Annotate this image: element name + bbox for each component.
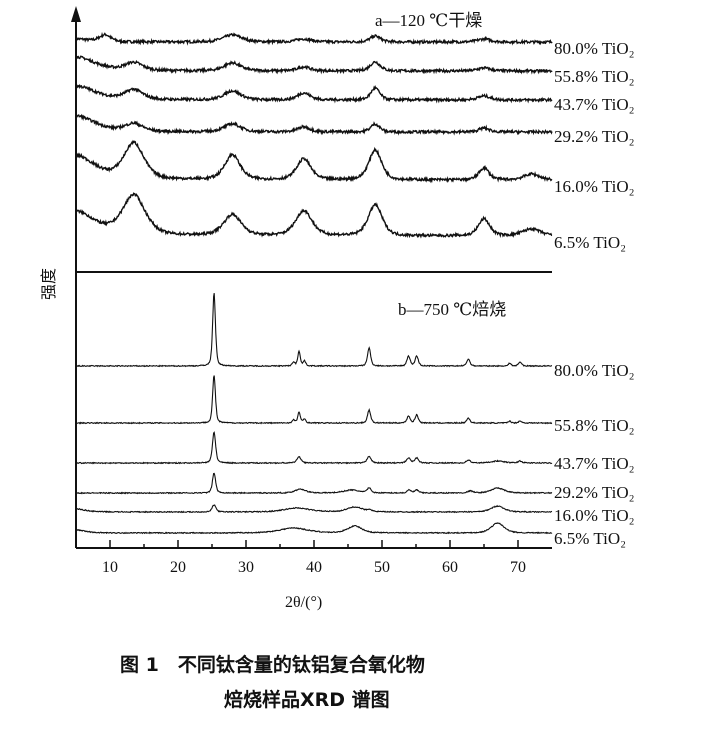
series-label: 16.0% TiO₂	[554, 177, 635, 196]
series-label: 6.5% TiO₂	[554, 529, 626, 548]
panel-b-title: b—750 ℃焙烧	[398, 300, 506, 319]
xrd-curve-a-6.5	[75, 192, 553, 239]
xrd-curve-b-16.0	[75, 504, 553, 514]
xrd-curve-b-55.8	[75, 375, 553, 425]
y-axis-label: 强度	[40, 268, 58, 300]
series-label: 16.0% TiO₂	[554, 506, 635, 525]
xrd-curve-a-80.0	[75, 31, 553, 46]
x-tick-label: 50	[374, 559, 390, 576]
series-label: 80.0% TiO₂	[554, 361, 635, 380]
xrd-curve-b-29.2	[75, 472, 553, 495]
x-tick-label: 70	[510, 559, 526, 576]
series-label: 6.5% TiO₂	[554, 233, 626, 252]
series-label: 80.0% TiO₂	[554, 39, 635, 58]
x-tick-label: 20	[170, 559, 186, 576]
y-axis-arrow-icon	[71, 6, 81, 22]
xrd-curve-b-43.7	[75, 431, 553, 465]
x-axis-label: 2θ/(°)	[285, 594, 322, 611]
figure-caption-line2: 焙烧样品XRD 谱图	[224, 689, 390, 711]
series-label: 29.2% TiO₂	[554, 483, 635, 502]
x-tick-label: 30	[238, 559, 254, 576]
x-tick-label: 40	[306, 559, 322, 576]
xrd-curve-b-80.0	[75, 293, 553, 368]
xrd-curve-a-43.7	[75, 83, 553, 104]
series-label: 43.7% TiO₂	[554, 454, 635, 473]
x-tick-label: 60	[442, 559, 458, 576]
xrd-curve-b-6.5	[75, 522, 553, 535]
xrd-curve-a-55.8	[75, 55, 553, 75]
xrd-chart: 10 20 30 40 50 60 70 80.0% TiO₂ 55.8% TiO₂ 43.7%…	[40, 6, 635, 611]
series-label: 55.8% TiO₂	[554, 416, 635, 435]
series-label: 55.8% TiO₂	[554, 67, 635, 86]
series-label: 29.2% TiO₂	[554, 127, 635, 146]
axes	[71, 6, 552, 549]
xrd-curve-a-16.0	[75, 139, 553, 184]
panel-a-title: a—120 ℃干燥	[375, 11, 482, 30]
series-label: 43.7% TiO₂	[554, 95, 635, 114]
figure-caption-line1: 图 1 不同钛含量的钛铝复合氧化物	[120, 654, 425, 676]
x-tick-label: 10	[102, 559, 118, 576]
xrd-curve-a-29.2	[75, 113, 553, 136]
